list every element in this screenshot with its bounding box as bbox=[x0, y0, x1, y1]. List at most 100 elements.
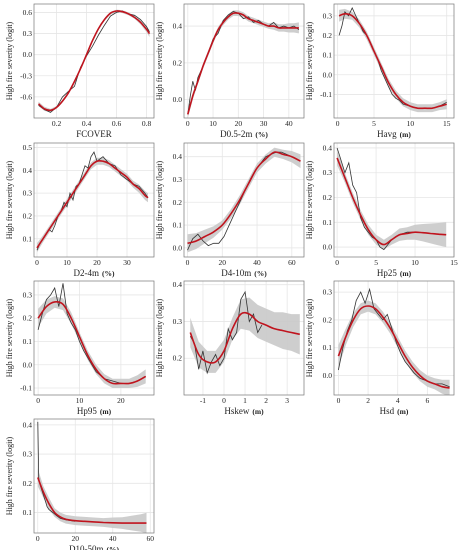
y-tick-label: -0.1 bbox=[320, 90, 332, 99]
y-axis-title: High fire severity (logit) bbox=[5, 160, 14, 239]
y-tick-label: 0.5 bbox=[23, 143, 33, 152]
x-axis-variable: Hskew bbox=[224, 406, 249, 416]
y-tick-label: 0.3 bbox=[323, 288, 333, 297]
y-tick-label: -0.3 bbox=[20, 71, 32, 80]
x-axis-variable: Hp25 bbox=[377, 268, 397, 278]
y-axis-title: High fire severity (logit) bbox=[305, 21, 314, 100]
y-axis-title: High fire severity (logit) bbox=[5, 21, 14, 100]
panel-frame bbox=[333, 3, 455, 119]
y-tick-label: 0.4 bbox=[173, 152, 183, 161]
confidence-band bbox=[190, 297, 300, 373]
x-tick-label: 0 bbox=[36, 534, 40, 543]
x-axis-unit: (m) bbox=[400, 269, 412, 278]
y-tick-label: 0.4 bbox=[173, 280, 183, 289]
x-axis-title: Hp25 (m) bbox=[377, 268, 412, 278]
panel-frame bbox=[33, 418, 155, 534]
x-tick-label: 60 bbox=[147, 534, 155, 543]
y-tick-label: 0.3 bbox=[23, 290, 33, 299]
y-tick-label: 0.4 bbox=[23, 420, 33, 429]
y-tick-label: 0.0 bbox=[323, 243, 333, 252]
y-axis-title: High fire severity (logit) bbox=[155, 298, 164, 377]
y-tick-label: -0.6 bbox=[20, 92, 32, 101]
x-tick-label: 2 bbox=[366, 396, 370, 405]
x-axis-variable: Havg bbox=[377, 129, 397, 139]
y-tick-label: 0.2 bbox=[23, 211, 33, 220]
y-tick-label: 0.2 bbox=[173, 198, 183, 207]
x-axis-unit: (m) bbox=[400, 130, 412, 139]
x-axis-variable: FCOVER bbox=[76, 129, 112, 139]
x-axis-variable: Hsd bbox=[380, 406, 395, 416]
x-tick-label: 0 bbox=[336, 119, 340, 128]
x-tick-label: 0.4 bbox=[82, 119, 92, 128]
x-tick-label: 3 bbox=[285, 396, 289, 405]
chart-panel-9: 0 2 4 6 0.0 0.1 0.2 0.3 Hsd (m) High fire severity… bbox=[305, 280, 455, 416]
smoothed-fit-line bbox=[337, 305, 450, 389]
y-tick-label: 0.1 bbox=[23, 234, 33, 243]
chart-panel-7: 0 10 20 -0.1 0.0 0.1 0.2 0.3 Hp95 (m) High fire se… bbox=[5, 280, 155, 416]
x-tick-label: 1 bbox=[243, 396, 247, 405]
x-tick-label: 10 bbox=[411, 258, 419, 267]
chart-panel-10: 0 20 40 60 0.1 0.2 0.3 0.4 D10-50m (%) High fire s… bbox=[5, 418, 155, 550]
chart-panel-3: 0 5 10 15 -0.1 0.0 0.1 0.2 0.3 Havg (m) High fire s… bbox=[305, 3, 455, 139]
y-tick-label: 0.2 bbox=[323, 315, 333, 324]
x-tick-label: -1 bbox=[200, 396, 206, 405]
y-tick-label: 0.1 bbox=[323, 218, 333, 227]
x-tick-label: 15 bbox=[443, 119, 451, 128]
panel-frame bbox=[333, 280, 455, 396]
x-axis-title: Havg (m) bbox=[377, 129, 411, 139]
panel-frame bbox=[333, 142, 455, 258]
confidence-band bbox=[187, 10, 299, 118]
y-tick-label: 0.4 bbox=[23, 166, 33, 175]
y-tick-label: 0.1 bbox=[23, 337, 33, 346]
y-axis-title: High fire severity (logit) bbox=[5, 298, 14, 377]
y-tick-label: 0.0 bbox=[173, 243, 183, 252]
panel-frame bbox=[183, 3, 305, 119]
x-axis-variable: D0.5-2m bbox=[220, 129, 252, 139]
x-tick-label: 10 bbox=[63, 258, 71, 267]
raw-response-line bbox=[338, 287, 450, 388]
panel-frame bbox=[33, 142, 155, 258]
x-tick-label: 5 bbox=[372, 119, 376, 128]
y-tick-label: 0.0 bbox=[323, 70, 333, 79]
y-axis-title: High fire severity (logit) bbox=[155, 160, 164, 239]
panel-frame bbox=[33, 3, 155, 119]
x-axis-title: FCOVER bbox=[76, 129, 112, 139]
x-tick-label: 0 bbox=[335, 258, 339, 267]
smoothed-fit-line bbox=[37, 477, 147, 524]
smoothed-fit-line bbox=[37, 10, 151, 112]
x-tick-label: 60 bbox=[288, 258, 296, 267]
smoothed-fit-line bbox=[187, 12, 299, 115]
y-tick-label: 0.1 bbox=[173, 221, 183, 230]
x-tick-label: 20 bbox=[93, 258, 101, 267]
y-tick-label: 0.0 bbox=[23, 360, 33, 369]
x-axis-title: Hsd (m) bbox=[380, 406, 409, 416]
y-tick-label: -0.1 bbox=[20, 384, 32, 393]
x-axis-unit: (m) bbox=[397, 407, 409, 416]
panel-frame bbox=[183, 280, 305, 396]
y-axis-title: High fire severity (logit) bbox=[5, 436, 14, 515]
x-axis-unit: (%) bbox=[107, 545, 120, 550]
x-tick-label: 0 bbox=[337, 396, 341, 405]
x-axis-title: Hskew (m) bbox=[224, 406, 264, 416]
x-axis-variable: D2-4m bbox=[74, 268, 100, 278]
x-tick-label: 10 bbox=[76, 396, 84, 405]
x-axis-title: D4-10m (%) bbox=[221, 268, 267, 278]
y-tick-label: 0.4 bbox=[323, 143, 333, 152]
x-tick-label: 4 bbox=[396, 396, 400, 405]
y-tick-label: 0.3 bbox=[23, 450, 33, 459]
x-tick-label: 6 bbox=[425, 396, 429, 405]
x-axis-unit: (%) bbox=[254, 269, 267, 278]
y-tick-label: 0.2 bbox=[173, 58, 183, 67]
y-tick-label: 0.3 bbox=[323, 11, 333, 20]
x-tick-label: 15 bbox=[450, 258, 458, 267]
chart-panel-5: 0 20 40 60 0.0 0.1 0.2 0.3 0.4 D4-10m (%) High fire… bbox=[155, 142, 305, 278]
x-tick-label: 20 bbox=[219, 258, 227, 267]
y-tick-label: 0.0 bbox=[173, 95, 183, 104]
y-tick-label: 0.0 bbox=[323, 371, 333, 380]
y-tick-label: 0.2 bbox=[23, 479, 33, 488]
x-tick-label: 0 bbox=[36, 396, 40, 405]
x-axis-title: Hp95 (m) bbox=[77, 406, 112, 416]
x-axis-variable: Hp95 bbox=[77, 406, 97, 416]
y-tick-label: 0.2 bbox=[23, 314, 33, 323]
x-axis-title: D10-50m (%) bbox=[69, 544, 119, 550]
